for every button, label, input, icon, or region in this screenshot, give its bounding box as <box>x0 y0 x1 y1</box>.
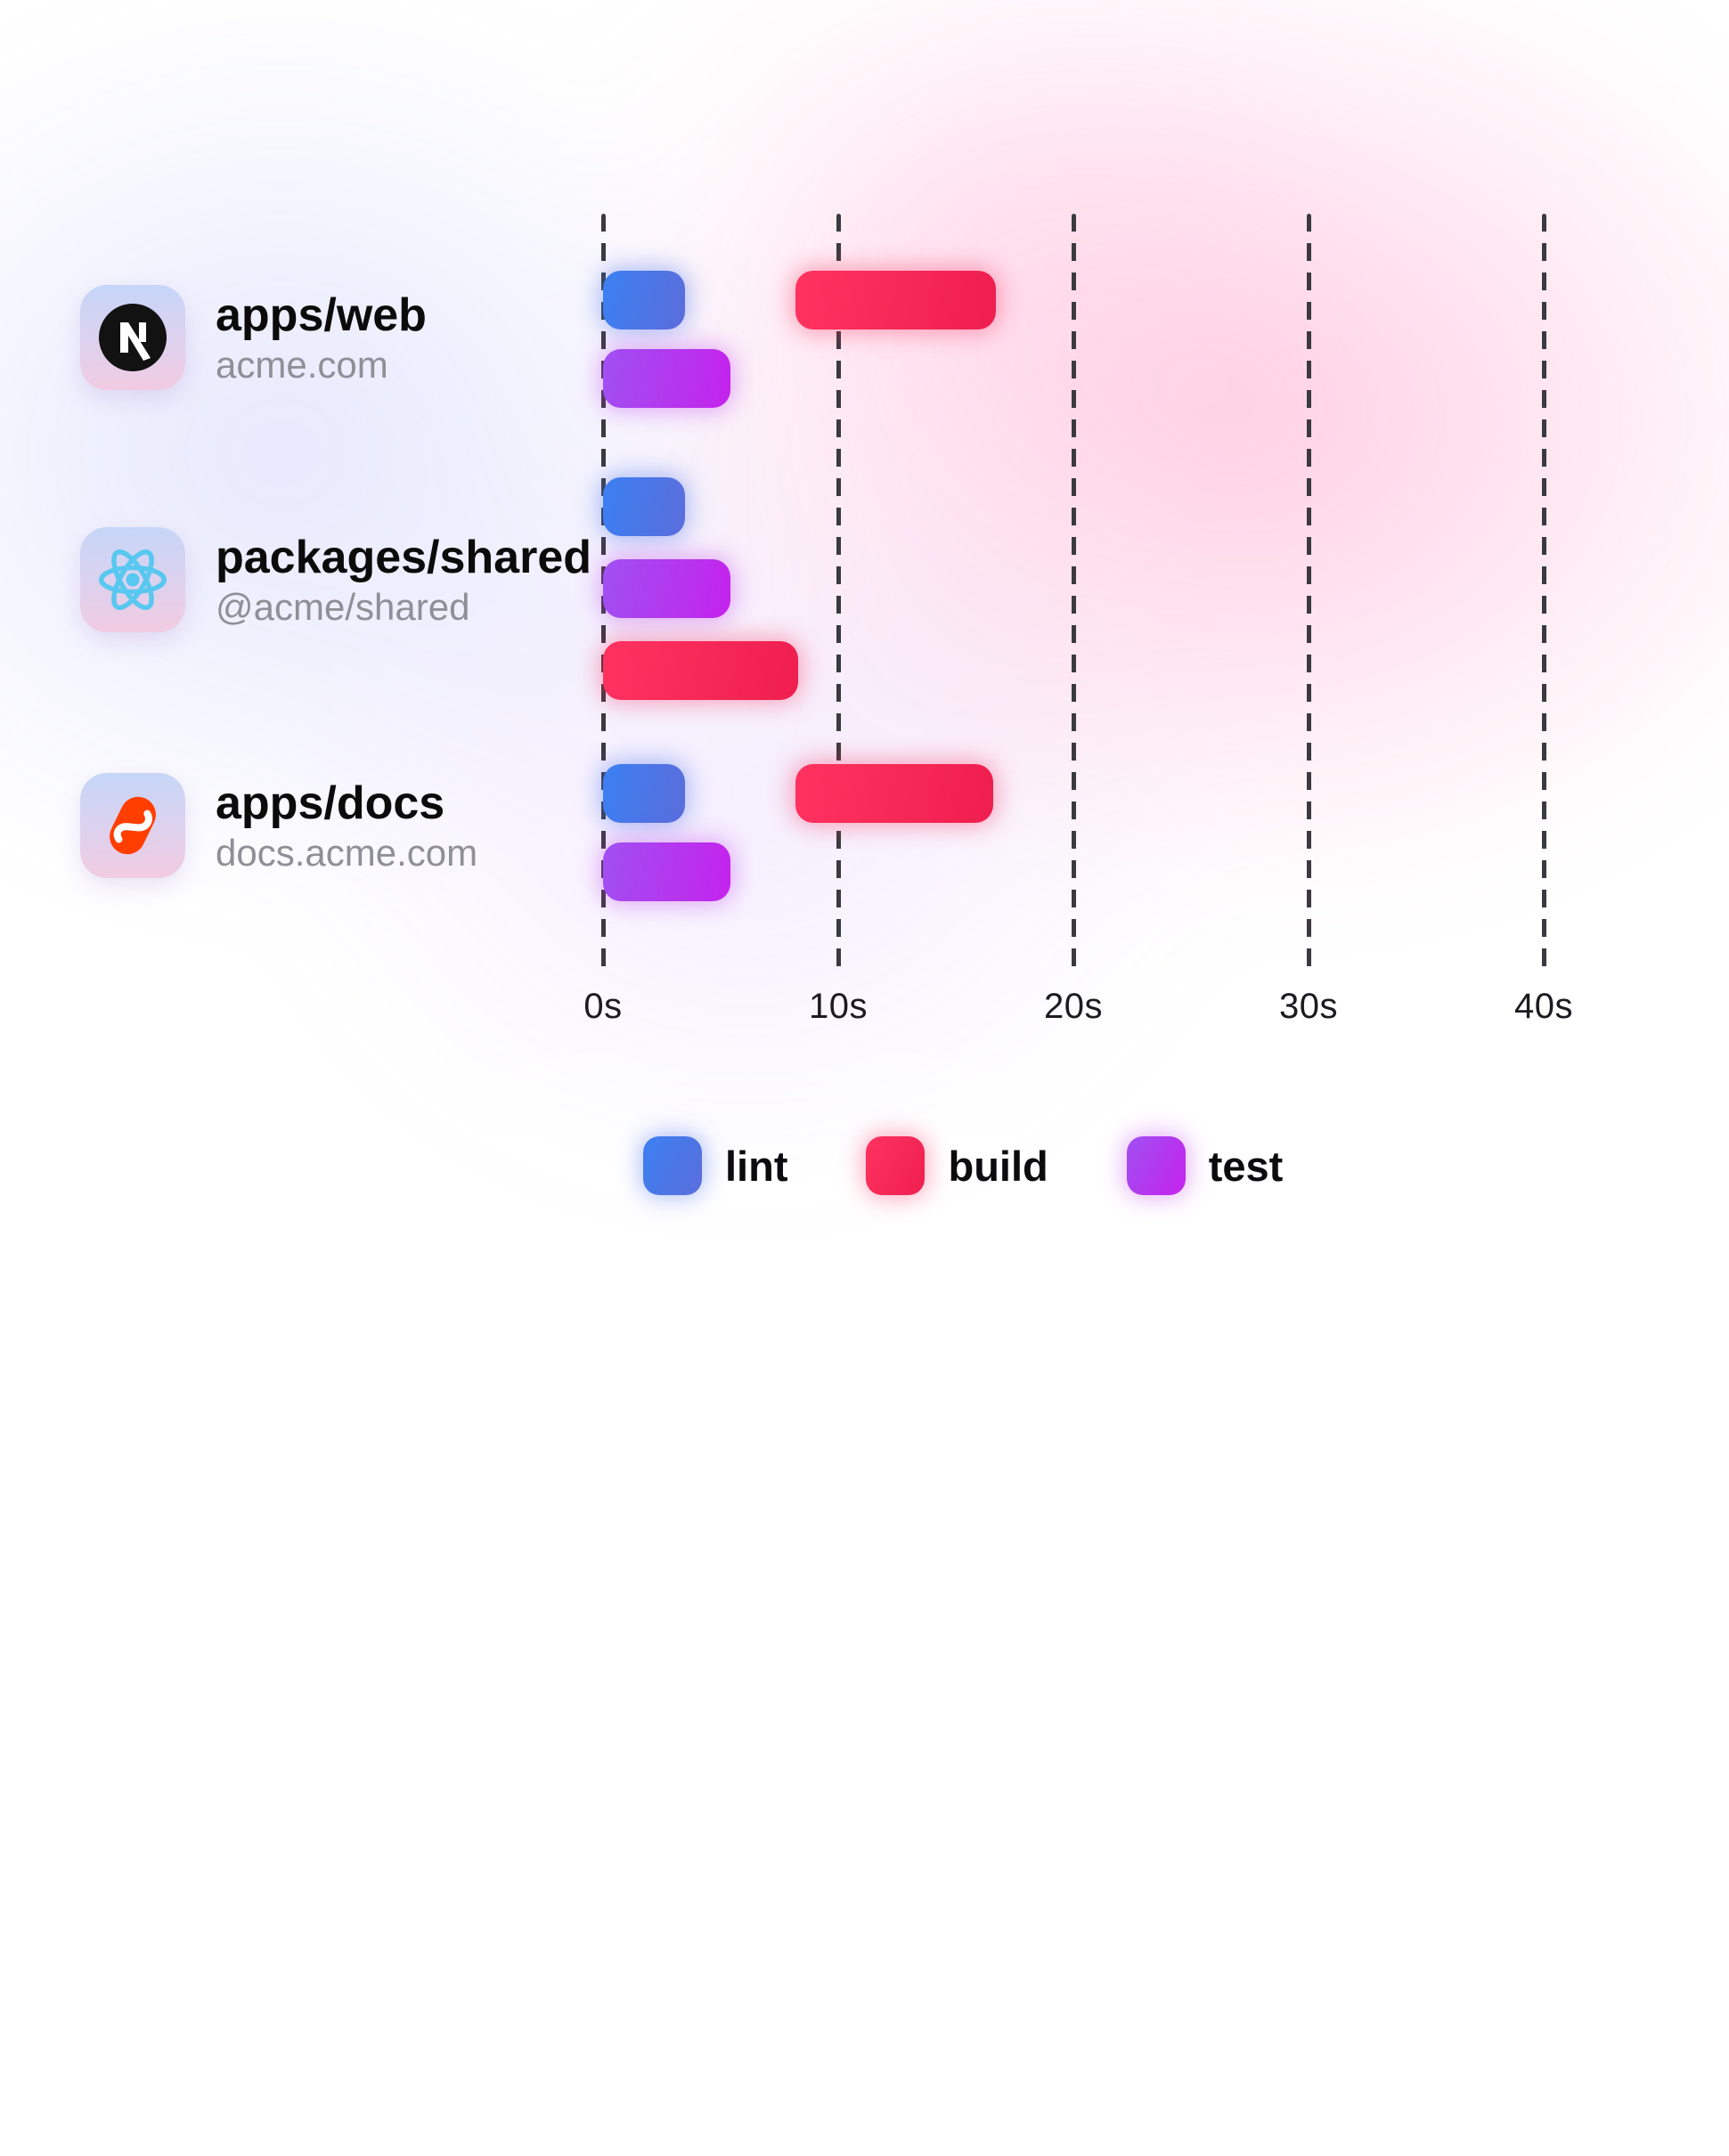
task-bar-apps-docs-build <box>795 764 994 823</box>
legend-label: lint <box>725 1142 788 1190</box>
package-title: apps/web <box>216 289 427 341</box>
legend-item-build: build <box>866 1136 1048 1195</box>
package-row-packages-shared: packages/shared @acme/shared <box>80 527 591 632</box>
package-title: packages/shared <box>216 532 592 583</box>
task-bar-apps-web-build <box>795 271 996 330</box>
gridline-10s <box>836 214 841 972</box>
package-row-apps-docs: apps/docs docs.acme.com <box>80 773 477 878</box>
package-label: packages/shared @acme/shared <box>216 530 591 630</box>
axis-tick-label: 20s <box>1044 987 1103 1026</box>
lint-swatch-icon <box>643 1136 702 1195</box>
svelte-icon <box>80 773 185 878</box>
legend-label: build <box>948 1142 1048 1190</box>
test-swatch-icon <box>1126 1136 1186 1195</box>
gridline-20s <box>1071 214 1076 972</box>
package-subtitle: @acme/shared <box>216 586 470 628</box>
axis-tick-label: 0s <box>583 987 623 1026</box>
task-bar-apps-docs-test <box>603 842 730 901</box>
nextjs-icon <box>80 285 185 390</box>
task-bar-apps-docs-lint <box>603 764 686 823</box>
package-subtitle: docs.acme.com <box>216 832 478 874</box>
legend-label: test <box>1208 1142 1284 1190</box>
background-gradient <box>0 0 1729 1478</box>
package-label: apps/docs docs.acme.com <box>216 776 477 875</box>
package-row-apps-web: apps/web acme.com <box>80 285 427 390</box>
axis-tick-label: 10s <box>809 987 868 1026</box>
legend-item-test: test <box>1126 1136 1284 1195</box>
legend: lint build test <box>643 1136 1283 1195</box>
legend-item-lint: lint <box>643 1136 787 1195</box>
package-title: apps/docs <box>216 777 445 829</box>
axis-tick-label: 30s <box>1279 987 1338 1026</box>
react-icon <box>80 527 185 632</box>
task-bar-apps-web-test <box>603 349 730 408</box>
gridline-40s <box>1541 214 1546 972</box>
package-label: apps/web acme.com <box>216 288 427 387</box>
gridline-30s <box>1306 214 1311 972</box>
task-bar-packages-shared-test <box>603 559 730 618</box>
task-bar-packages-shared-lint <box>603 477 686 536</box>
task-bar-packages-shared-build <box>603 641 799 700</box>
axis-tick-label: 40s <box>1514 987 1573 1026</box>
build-swatch-icon <box>866 1136 926 1195</box>
task-bar-apps-web-lint <box>603 271 686 330</box>
package-subtitle: acme.com <box>216 344 388 386</box>
